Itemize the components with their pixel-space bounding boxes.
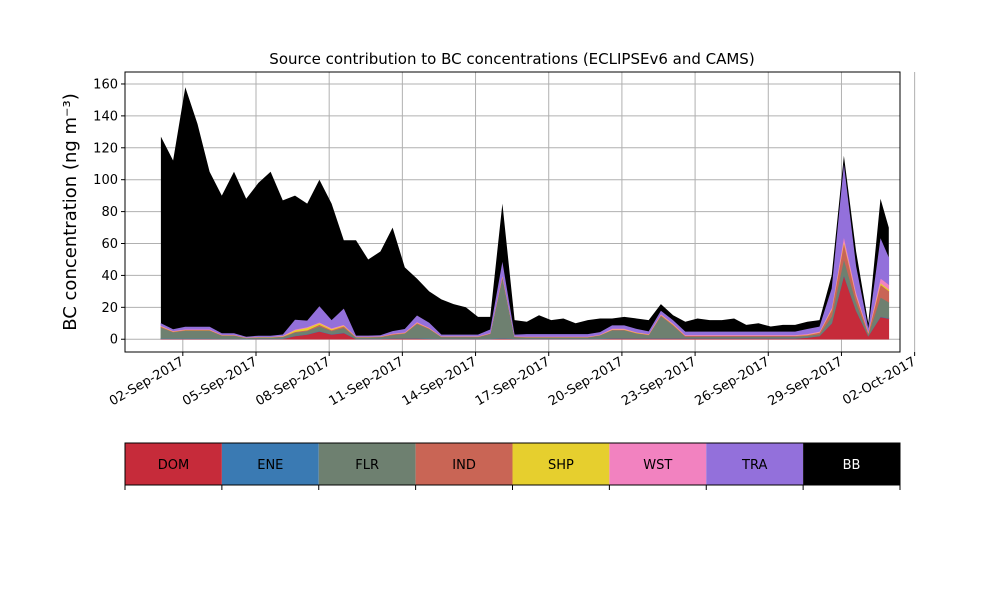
legend-swatch-shp [512, 443, 610, 485]
x-axis: 02-Sep-201705-Sep-201708-Sep-201711-Sep-… [107, 352, 919, 409]
y-tick-label: 20 [101, 301, 118, 316]
y-tick-label: 120 [93, 141, 118, 156]
grid [125, 72, 916, 352]
y-axis-label: BC concentration (ng m⁻³) [60, 93, 81, 331]
legend-swatch-wst [609, 443, 707, 485]
x-tick-label: 02-Oct-2017 [840, 354, 918, 408]
y-tick-label: 100 [93, 173, 118, 188]
legend-label: FLR [355, 458, 379, 473]
legend-label: ENE [257, 458, 283, 473]
legend-label: SHP [548, 458, 574, 473]
area-tra [160, 164, 890, 338]
legend-swatch-dom [125, 443, 222, 485]
y-tick-label: 40 [101, 269, 118, 284]
legend-frame [124, 442, 901, 486]
x-tick-label: 17-Sep-2017 [473, 354, 553, 409]
legend-swatch-ene [221, 443, 319, 485]
y-tick-label: 140 [93, 109, 118, 124]
legend-swatch-flr [318, 443, 416, 485]
legend-label: DOM [158, 458, 189, 473]
y-tick-label: 60 [101, 237, 118, 252]
x-tick-label: 05-Sep-2017 [180, 354, 260, 409]
legend-label: TRA [741, 458, 767, 473]
x-tick-label: 26-Sep-2017 [692, 354, 772, 409]
chart-title: Source contribution to BC concentrations… [269, 50, 754, 68]
legend-swatch-tra [706, 443, 804, 485]
area-bb [160, 87, 889, 337]
x-tick-label: 02-Sep-2017 [107, 354, 187, 409]
y-axis: 0 20 40 60 80 100 120 140 160 [93, 77, 125, 348]
x-tick-label: 14-Sep-2017 [400, 354, 480, 409]
legend-label: WST [643, 458, 672, 473]
y-tick-label: 80 [101, 205, 118, 220]
x-tick-label: 20-Sep-2017 [546, 354, 626, 409]
y-tick-label: 160 [93, 77, 118, 92]
legend-swatch-ind [415, 443, 513, 485]
legend-label: IND [452, 458, 476, 473]
x-tick-label: 08-Sep-2017 [253, 354, 333, 409]
stacked-areas [160, 87, 890, 340]
legend-label: BB [843, 458, 861, 473]
x-tick-label: 29-Sep-2017 [766, 354, 846, 409]
y-tick-label: 0 [110, 333, 118, 348]
x-tick-label: 11-Sep-2017 [327, 354, 407, 409]
legend-colorbar: DOM ENE FLR IND SHP WST TRA BB [124, 442, 901, 490]
legend-swatch-bb [803, 443, 900, 485]
x-tick-label: 23-Sep-2017 [619, 354, 699, 409]
